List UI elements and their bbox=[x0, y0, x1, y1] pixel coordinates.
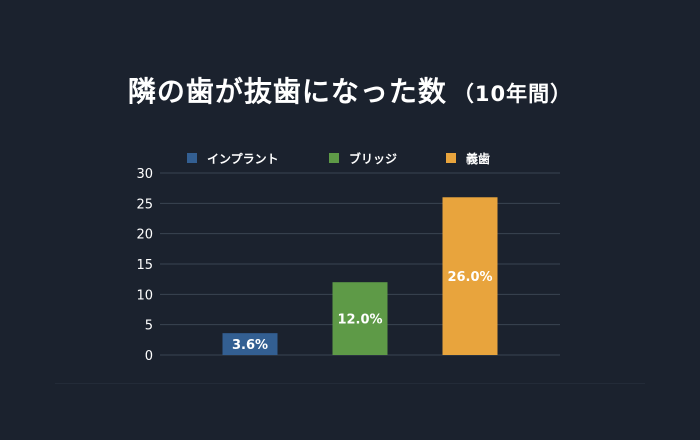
y-tick-label: 15 bbox=[136, 258, 153, 273]
title-main: 隣の歯が抜歯になった数 bbox=[127, 75, 447, 108]
y-tick-label: 20 bbox=[136, 228, 153, 243]
data-label: 12.0% bbox=[337, 313, 382, 328]
chart-title: 隣の歯が抜歯になった数 （10年間） bbox=[0, 70, 700, 110]
y-tick-label: 0 bbox=[145, 349, 153, 364]
y-tick-label: 10 bbox=[136, 288, 153, 303]
data-label: 3.6% bbox=[232, 338, 268, 353]
title-subtitle: （10年間） bbox=[452, 82, 573, 106]
bar-1 bbox=[332, 282, 388, 355]
legend-label: ブリッジ bbox=[349, 151, 397, 166]
y-tick-label: 5 bbox=[145, 319, 153, 334]
y-tick-label: 25 bbox=[136, 197, 153, 212]
legend-swatch bbox=[329, 153, 339, 163]
legend-label: インプラント bbox=[207, 151, 279, 166]
legend-swatch bbox=[446, 153, 456, 163]
legend-label: 義歯 bbox=[466, 151, 490, 166]
data-label: 26.0% bbox=[447, 270, 492, 285]
bar-2 bbox=[442, 197, 498, 355]
bar-0 bbox=[222, 333, 278, 355]
legend-swatch bbox=[187, 153, 197, 163]
y-tick-label: 30 bbox=[136, 167, 153, 182]
divider bbox=[55, 383, 645, 384]
